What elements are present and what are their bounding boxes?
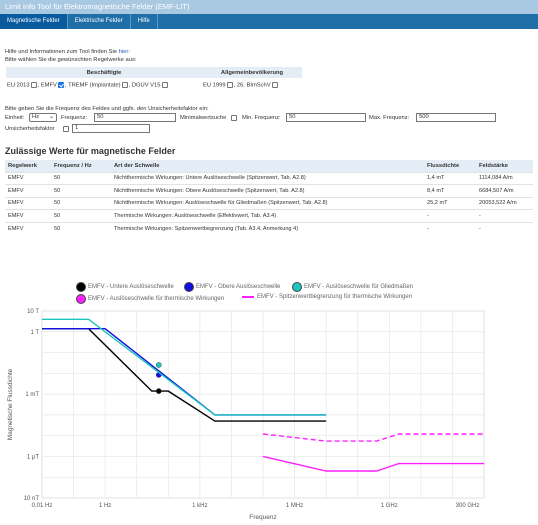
help-link[interactable]: hier (118, 49, 129, 55)
results-header-row: Regelwerk Frequenz / Hz Art der Schwelle… (5, 160, 533, 172)
frequency-input[interactable]: 50 (94, 113, 176, 122)
group-public-header: Allgemeinbevölkerung (202, 67, 302, 78)
legend-swatch (242, 296, 254, 298)
col-feldstaerke: Feldstärke (476, 160, 533, 172)
y-tick-label: 1 mT (25, 392, 39, 398)
intro-text: Hilfe und Informationen zum Tool finden … (5, 49, 137, 63)
dguv-label: DGUV V15 (131, 82, 161, 89)
results-table: Regelwerk Frequenz / Hz Art der Schwelle… (5, 160, 533, 235)
min-frequency-label: Min. Frequenz: (242, 115, 281, 121)
col-flussdichte: Flussdichte (424, 160, 476, 172)
legend-swatch (76, 294, 86, 304)
series-marker-0 (155, 388, 162, 394)
x-tick-label: 1 GHz (381, 503, 398, 509)
frequency-label: Frequenz: (61, 115, 88, 121)
rules-table: Beschäftigte Allgemeinbevölkerung EU 201… (6, 67, 302, 92)
minsearch-checkbox[interactable] (231, 115, 237, 121)
bimschv-checkbox[interactable] (271, 81, 278, 88)
max-frequency-label: Max. Frequenz: (369, 115, 410, 121)
table-row: EMFV 50 Nichtthermische Wirkungen: Untere … (5, 171, 533, 185)
y-tick-label: 1 T (30, 330, 39, 336)
max-frequency-input[interactable]: 500 (416, 113, 496, 122)
emfv-checkbox[interactable] (57, 81, 64, 88)
table-row: EMFV 50 Thermische Wirkungen: Spitzenwertb… (5, 221, 533, 235)
frequency-prompt: Bitte geben Sie die Frequenz des Feldes … (5, 106, 209, 112)
col-regelwerk: Regelwerk (5, 160, 51, 172)
y-axis-label: Magnetische Flussdichte (7, 368, 14, 440)
minsearch-label: Minimalwertsuche (180, 115, 227, 121)
x-tick-label: 1 kHz (192, 503, 207, 509)
table-row: EMFV 50 Nichtthermische Wirkungen: Auslöse… (5, 196, 533, 210)
bimschv-label: 26. BImSchV (236, 82, 271, 89)
group-workers-header: Beschäftigte (6, 67, 202, 78)
col-schwelle: Art der Schwelle (111, 160, 424, 172)
table-row: EMFV 50 Nichtthermische Wirkungen: Obere A… (5, 184, 533, 198)
legend-swatch (76, 282, 86, 292)
workers-checkboxes: EU 2013, EMFV, TREMF (Implantate), DGUV … (6, 78, 202, 92)
legend-item-obere[interactable]: EMFV - Obere Auslöseschwelle (184, 282, 280, 292)
results-heading: Zulässige Werte für magnetische Felder (5, 146, 176, 156)
y-tick-label: 1 µT (27, 454, 39, 460)
tremf-label: TREMF (Implantate) (68, 82, 121, 89)
x-tick-label: 300 GHz (456, 503, 480, 509)
series-marker-2 (155, 362, 162, 368)
dguv-checkbox[interactable] (161, 81, 168, 88)
table-row: EMFV 50 Thermische Wirkungen: Auslöseschwe… (5, 209, 533, 223)
x-axis-label: Frequenz (249, 514, 276, 521)
x-tick-label: 1 Hz (99, 503, 111, 509)
select-rules-text: Bitte wählen Sie die gewünschten Regelwe… (5, 56, 137, 63)
legend-swatch (184, 282, 194, 292)
y-tick-label: 10 nT (24, 496, 40, 502)
unit-select[interactable]: Hz ⌄ (29, 113, 57, 122)
legend-item-gliedmassen[interactable]: EMFV - Auslöseschwelle für Gliedmaßen (292, 282, 413, 292)
tab-elektrische-felder[interactable]: Elektrische Felder (68, 14, 131, 29)
public-checkboxes: EU 1999, 26. BImSchV (202, 78, 302, 92)
series-line-2 (42, 318, 327, 416)
emfv-label: EMFV (40, 82, 57, 89)
uncertainty-label: Unsicherheitsfaktor (5, 126, 55, 132)
x-tick-label: 1 MHz (286, 503, 303, 509)
x-tick-label: 0,01 Hz (32, 503, 53, 509)
unit-label: Einheit: (5, 115, 25, 121)
help-text: Hilfe und Informationen zum Tool finden … (5, 49, 118, 55)
legend-item-spitzenwert[interactable]: EMFV - Spitzenwertbegrenzung für thermis… (242, 294, 412, 300)
eu1999-checkbox[interactable] (226, 81, 233, 88)
eu1999-label: EU 1999 (203, 82, 226, 89)
tremf-checkbox[interactable] (121, 81, 128, 88)
y-tick-label: 10 T (27, 309, 39, 315)
series-line-4 (262, 433, 484, 442)
chevron-down-icon: ⌄ (48, 114, 54, 120)
legend-item-thermisch[interactable]: EMFV - Auslöseschwelle für thermische Wi… (76, 294, 224, 304)
app-title: Limit Info Tool für Elektromagnetische F… (0, 0, 538, 14)
legend-item-untere[interactable]: EMFV - Untere Auslöseschwelle (76, 282, 174, 292)
uncertainty-checkbox[interactable] (63, 126, 69, 132)
uncertainty-input[interactable]: 1 (72, 124, 150, 133)
series-line-3 (262, 455, 484, 472)
eu2013-checkbox[interactable] (30, 81, 37, 88)
eu2013-label: EU 2013 (7, 82, 30, 89)
tab-bar: Magnetische Felder Elektrische Felder Hi… (0, 14, 538, 29)
flux-density-chart: 0,01 Hz 1 Hz 1 kHz 1 MHz 1 GHz 300 GHz 10 T 1 T… (7, 309, 485, 521)
tab-magnetische-felder[interactable]: Magnetische Felder (0, 14, 68, 29)
legend-swatch (292, 282, 302, 292)
col-frequenz: Frequenz / Hz (51, 160, 111, 172)
tab-hilfe[interactable]: Hilfe (131, 14, 158, 29)
min-frequency-input[interactable]: 50 (286, 113, 366, 122)
